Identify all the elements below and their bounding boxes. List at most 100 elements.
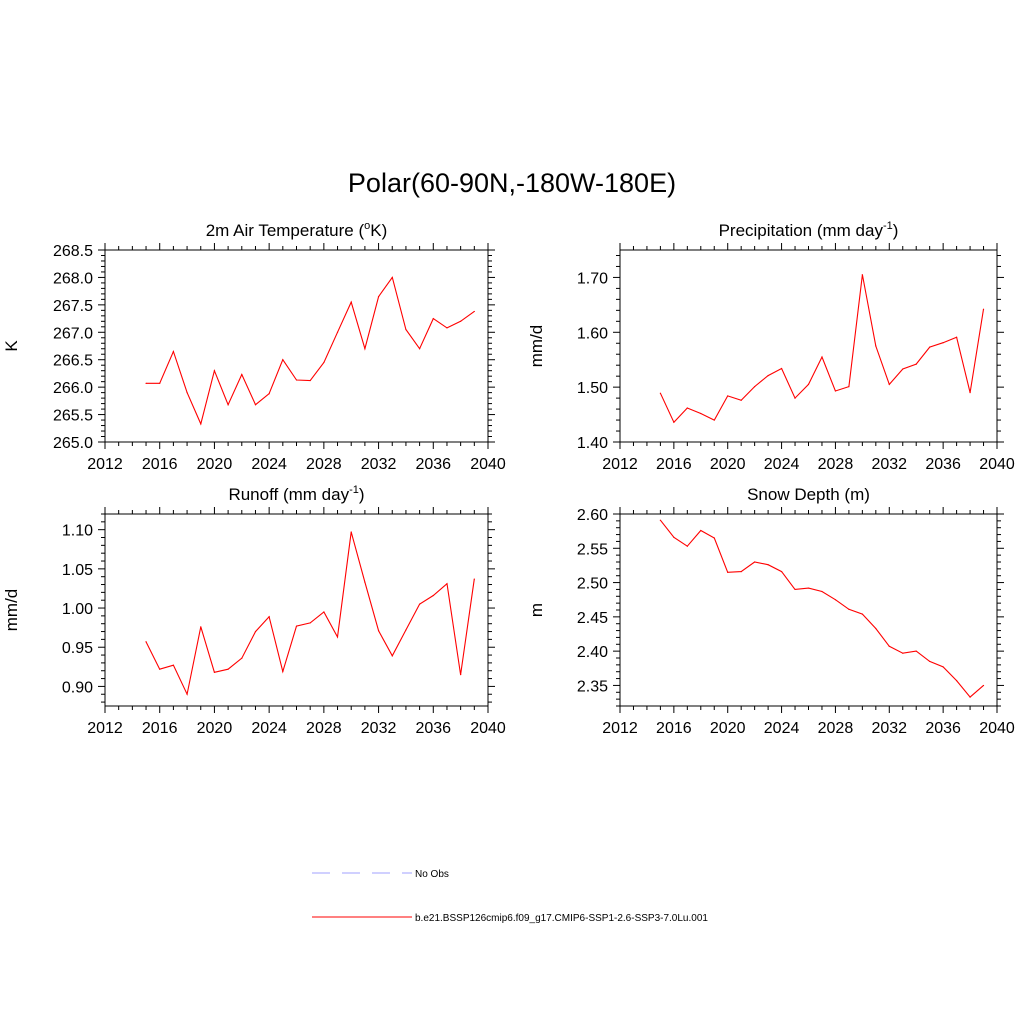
air-temperature-data-point <box>350 301 352 303</box>
precipitation-data-point <box>700 412 702 415</box>
air-temperature-y-tick-label: 265.5 <box>53 408 93 425</box>
snow-depth-data-point <box>834 599 837 601</box>
precipitation-data-point <box>861 274 863 276</box>
runoff-data-point <box>159 668 161 670</box>
snow-depth-data-point <box>686 545 688 547</box>
air-temperature-data-point <box>323 361 325 364</box>
precipitation-y-tick-label: 1.40 <box>577 435 608 452</box>
air-temperature-data-point <box>145 382 147 384</box>
air-temperature-data-point <box>172 350 174 353</box>
air-temperature-x-tick-label: 2016 <box>142 456 178 473</box>
precipitation-data-point <box>848 385 850 388</box>
figure-title: Polar(60-90N,-180W-180E) <box>347 168 677 198</box>
snow-depth-series-line <box>659 519 984 698</box>
snow-depth-data-point <box>727 571 729 573</box>
air-temperature-data-point <box>295 379 298 381</box>
snow-depth-panel-title: Snow Depth (m) <box>747 485 870 504</box>
precipitation-data-point <box>767 375 769 377</box>
precipitation-data-point <box>673 421 675 423</box>
runoff-y-tick-label: 1.05 <box>62 562 93 579</box>
runoff-data-point <box>336 636 339 638</box>
snow-depth-x-tick-label: 2012 <box>602 720 638 737</box>
air-temperature-x-tick-label: 2024 <box>251 456 287 473</box>
runoff-data-point <box>241 657 243 659</box>
precipitation-x-tick-label: 2036 <box>925 456 961 473</box>
runoff-y-tick-label: 1.00 <box>62 601 93 618</box>
runoff-data-point <box>405 629 407 631</box>
runoff-x-tick-label: 2028 <box>306 720 342 737</box>
runoff-x-tick-label: 2012 <box>87 720 123 737</box>
runoff-series-line <box>145 531 475 696</box>
precipitation-x-tick-label: 2016 <box>656 456 692 473</box>
precipitation-data-point <box>902 368 904 370</box>
snow-depth-data-point <box>915 650 917 652</box>
runoff-data-point <box>213 671 216 673</box>
runoff-data-point <box>432 594 434 597</box>
precipitation-x-tick-label: 2032 <box>871 456 907 473</box>
runoff-y-axis-label: mm/d <box>2 589 21 632</box>
precipitation-y-axis-label: mm/d <box>527 325 546 368</box>
air-temperature-y-axis-label: K <box>2 340 21 352</box>
snow-depth-data-point <box>754 561 756 563</box>
precipitation-data-point <box>875 345 877 347</box>
snow-depth-data-point <box>740 571 742 573</box>
snow-depth-x-tick-label: 2016 <box>656 720 692 737</box>
runoff-panel: 2012 2016 2020 2024 2028 2032 2036 2040 0.90 0.95… <box>2 484 506 737</box>
precipitation-data-point <box>727 395 729 397</box>
air-temperature-x-tick-label: 2020 <box>197 456 233 473</box>
air-temperature-data-point <box>419 348 421 350</box>
snow-depth-data-point <box>848 608 850 610</box>
precipitation-data-point <box>942 342 944 344</box>
runoff-data-point <box>227 668 229 670</box>
legend-model-label: b.e21.BSSP126cmip6.f09_g17.CMIP6-SSP1-2.… <box>415 913 708 924</box>
air-temperature-y-tick-label: 268.5 <box>53 243 93 260</box>
runoff-data-point <box>268 616 270 618</box>
runoff-data-point <box>460 674 462 676</box>
snow-depth-y-axis-label: m <box>527 603 546 617</box>
snow-depth-data-point <box>982 684 985 687</box>
air-temperature-data-point <box>254 404 257 406</box>
runoff-x-tick-label: 2020 <box>197 720 233 737</box>
air-temperature-y-tick-label: 266.0 <box>53 380 93 397</box>
snow-depth-data-point <box>969 696 971 698</box>
air-temperature-data-point <box>213 370 216 372</box>
snow-depth-x-tick-label: 2032 <box>871 720 907 737</box>
air-temperature-panel: 2012 2016 2020 2024 2028 2032 2036 2040 265.0 265… <box>2 220 506 473</box>
precipitation-x-tick-label: 2024 <box>764 456 800 473</box>
runoff-data-point <box>364 581 366 583</box>
precipitation-panel: 2012 2016 2020 2024 2028 2032 2036 2040 1.40 1.50… <box>527 220 1015 473</box>
precipitation-data-point <box>929 346 931 348</box>
runoff-data-point <box>282 670 284 673</box>
precipitation-data-point <box>821 356 823 358</box>
air-temperature-data-point <box>473 310 475 313</box>
air-temperature-panel-title: 2m Air Temperature (oK) <box>206 220 388 240</box>
precipitation-data-point <box>915 363 917 365</box>
snow-depth-data-point <box>767 564 769 566</box>
snow-depth-data-point <box>821 590 823 593</box>
snow-depth-y-tick-label: 2.35 <box>577 678 608 695</box>
air-temperature-y-tick-label: 267.5 <box>53 298 93 315</box>
runoff-data-point <box>186 693 188 695</box>
air-temperature-y-tick-label: 267.0 <box>53 325 93 342</box>
air-temperature-data-point <box>391 276 393 279</box>
snow-depth-x-tick-label: 2028 <box>818 720 854 737</box>
snow-depth-data-point <box>956 680 958 682</box>
precipitation-data-point <box>969 392 971 394</box>
precipitation-y-tick-label: 1.60 <box>577 325 608 342</box>
air-temperature-data-point <box>377 296 380 298</box>
runoff-data-point <box>419 603 421 605</box>
runoff-y-tick-label: 0.90 <box>62 679 93 696</box>
legend-obs-label: No Obs <box>415 869 449 880</box>
runoff-plot-frame <box>104 513 489 707</box>
air-temperature-data-point <box>364 348 366 350</box>
runoff-y-tick-label: 1.10 <box>62 523 93 540</box>
precipitation-x-tick-label: 2020 <box>710 456 746 473</box>
snow-depth-x-tick-label: 2040 <box>979 720 1015 737</box>
air-temperature-data-point <box>282 359 284 361</box>
runoff-data-point <box>295 625 298 627</box>
runoff-data-point <box>145 641 147 643</box>
runoff-data-point <box>309 622 311 624</box>
precipitation-series-line <box>659 274 985 424</box>
precipitation-x-tick-label: 2028 <box>818 456 854 473</box>
air-temperature-data-point <box>460 320 462 322</box>
